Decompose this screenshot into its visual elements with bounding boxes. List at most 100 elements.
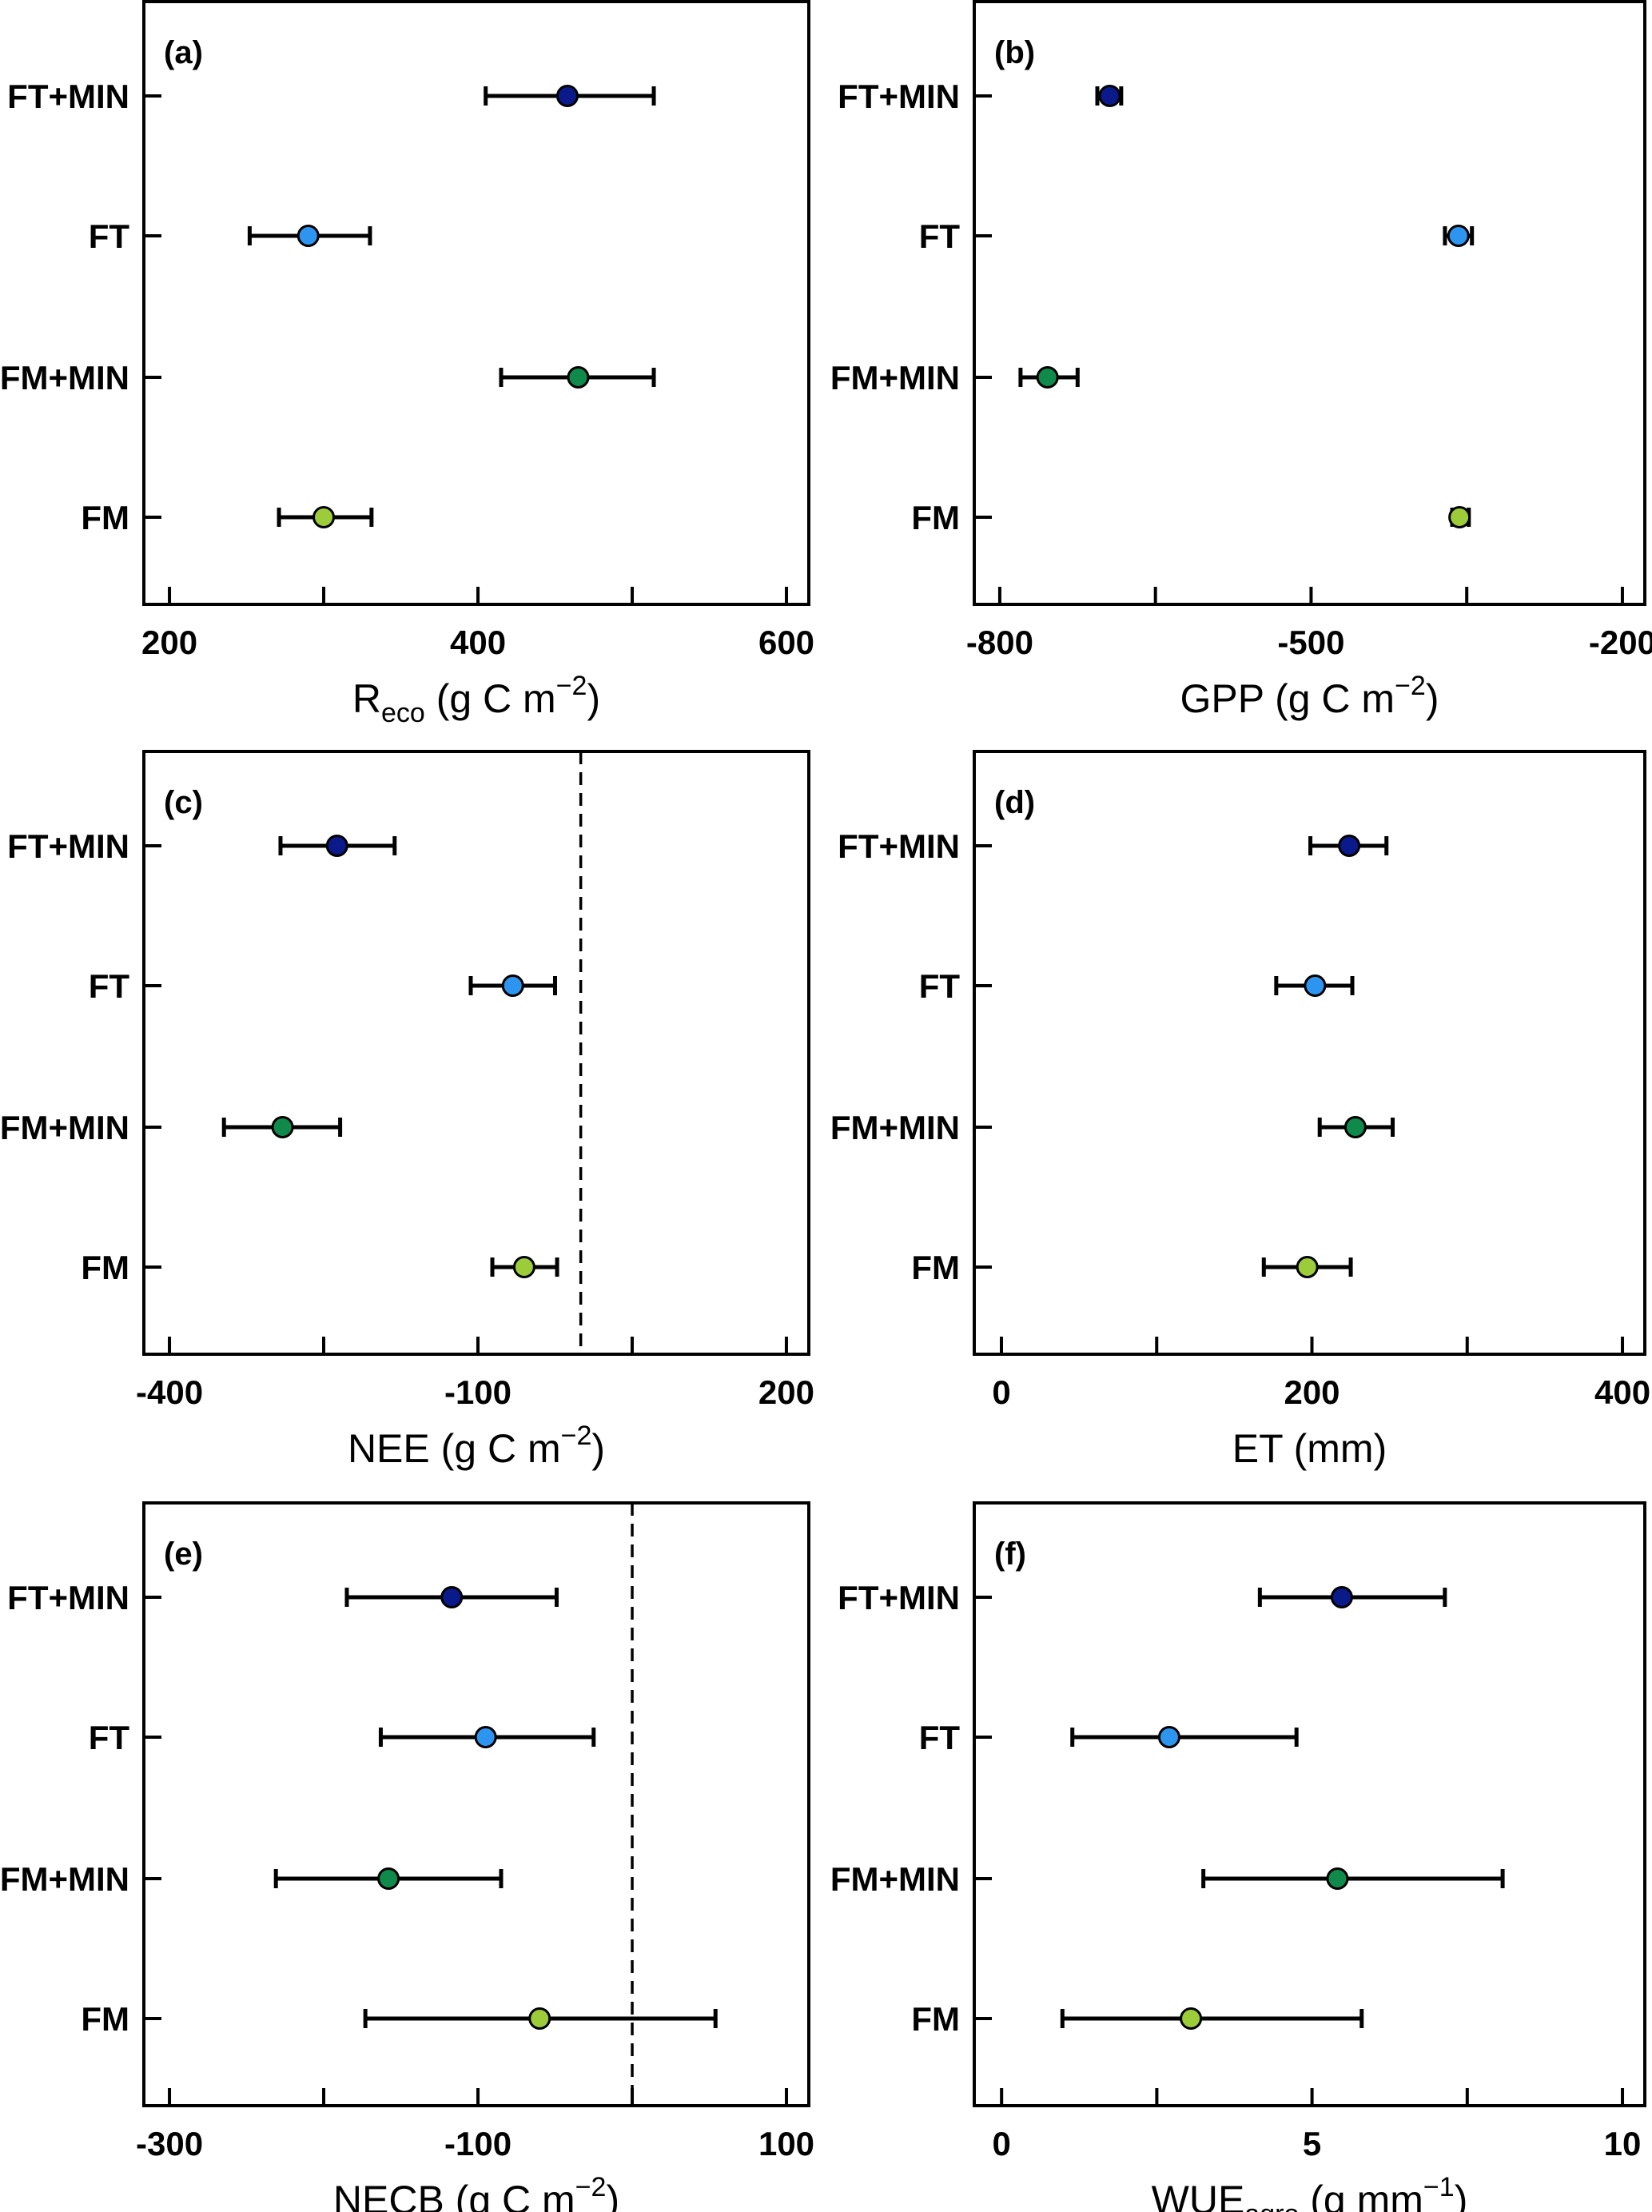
data-point-ft [474,1726,497,1748]
x-axis-label-part: agro [1244,2199,1299,2212]
y-tick-label: FM [81,499,129,536]
x-tick-label: -500 [1277,624,1344,661]
x-tick-label: -400 [136,1373,203,1411]
y-tick-label: FM [911,2000,960,2038]
data-point-ft [1447,225,1470,247]
panel-label: (f) [994,1536,1026,1572]
data-point-fm-min [1326,1867,1349,1890]
x-tick-label: 400 [450,624,506,661]
panel-d: (d) 0 200 400 ET (mm) FT+MIN FT FM+MIN FM [830,750,1650,1471]
plot-frame [973,750,1646,1356]
panel-label: (c) [164,785,203,820]
x-tick-label: -200 [1589,624,1652,661]
x-axis-label-part: ) [606,2178,619,2212]
y-tick-label: FT [919,217,961,255]
x-axis-label-part: WUE [1152,2178,1245,2212]
x-tick-label: 200 [758,1373,814,1411]
y-tick-label: FM [911,499,960,536]
y-tick-label: FM+MIN [0,1860,129,1898]
panel-label: (e) [164,1536,203,1572]
data-point-ft-min [325,835,348,857]
y-tick-label: FM+MIN [0,359,129,397]
y-tick-label: FT+MIN [7,78,129,115]
data-point-fm [528,2007,551,2030]
data-point-fm-min [567,366,590,389]
x-axis-label: Reco (g C m−2) [352,671,600,728]
x-axis-label-part: eco [381,698,425,728]
x-tick-label: -800 [966,624,1033,661]
x-axis-label-part: NEE (g C m [348,1426,561,1471]
x-tick-label: 0 [993,2125,1011,2162]
panel-e: (e) -300 -100 100 NECB (g C m−2) FT+MIN FT FM+M… [0,1501,814,2212]
y-tick-label: FT+MIN [838,827,960,865]
plot-frame [973,0,1646,606]
x-axis-label-part: −1 [1423,2172,1455,2202]
y-tick-label: FT+MIN [7,1579,129,1616]
x-axis-label-part: ) [587,676,600,721]
x-axis-label: GPP (g C m−2) [1180,671,1439,721]
data-point-ft-min [440,1586,464,1608]
data-point-ft-min [1330,1586,1353,1608]
y-tick-label: FT [89,967,130,1005]
y-tick-label: FM [81,2000,129,2038]
x-tick-label: -100 [444,1373,512,1411]
y-tick-label: FT+MIN [7,827,129,865]
y-tick-label: FM+MIN [830,359,960,397]
x-axis-label-part: GPP (g C m [1180,676,1395,721]
x-tick-label: 600 [758,624,814,661]
x-axis-label: ET (mm) [1232,1426,1387,1471]
data-point-fm [512,1256,535,1278]
data-point-fm [312,506,336,528]
plot-frame [142,0,810,606]
plot-frame [142,1501,810,2107]
x-axis-label: NECB (g C m−2) [333,2172,619,2212]
y-tick-label: FM [911,1249,960,1286]
x-axis-label-part: ) [1426,676,1439,721]
data-point-ft [501,974,524,997]
data-point-ft-min [1338,835,1361,857]
plot-frame [142,750,810,1356]
y-tick-label: FT [89,217,130,255]
panel-a: (a) 200 400 600 Reco (g C m−2) FT+MIN FT FM+MIN… [0,0,814,728]
y-tick-label: FM+MIN [830,1109,960,1146]
panel-f: (f) 0 5 10 WUEagro (g mm−1) FT+MIN FT FM+MIN FM [830,1501,1646,2212]
x-tick-label: -100 [444,2125,512,2162]
y-tick-label: FM+MIN [830,1860,960,1898]
data-point-ft [1304,974,1327,997]
data-point-fm-min [271,1116,294,1138]
x-tick-label: 100 [758,2125,814,2162]
x-tick-label: 0 [992,1373,1010,1411]
x-axis-label-part: (g mm [1299,2178,1423,2212]
data-point-ft-min [555,85,579,107]
x-axis-label-part: (g C m [425,676,556,721]
x-axis-label-part: −2 [561,1421,592,1451]
panel-c: (c) -400 -100 200 NEE (g C m−2) FT+MIN FT FM+MI… [0,750,814,1471]
y-tick-label: FT+MIN [838,1579,960,1616]
panel-label: (a) [164,35,203,70]
data-point-fm-min [1343,1116,1367,1138]
data-point-fm [1180,2007,1203,2030]
y-tick-label: FT+MIN [838,78,960,115]
panel-label: (b) [994,35,1035,70]
data-point-fm-min [377,1867,400,1890]
data-point-fm [1296,1256,1319,1278]
x-axis-label: NEE (g C m−2) [348,1421,605,1471]
x-axis-label-part: −2 [556,671,587,701]
panel-label: (d) [994,785,1035,820]
x-axis-label-part: ) [1455,2178,1468,2212]
x-axis-label-part: R [352,676,381,721]
plot-frame [973,1501,1646,2107]
x-axis-label-part: −2 [575,2172,607,2202]
x-tick-label: 400 [1594,1373,1650,1411]
data-point-ft [1157,1726,1180,1748]
data-point-fm [1448,506,1471,528]
x-tick-label: 200 [1284,1373,1340,1411]
x-axis-label-part: −2 [1395,671,1426,701]
y-tick-label: FM+MIN [0,1109,129,1146]
panel-b: (b) -800 -500 -200 GPP (g C m−2) FT+MIN FT FM+M… [830,0,1652,721]
x-tick-label: -300 [136,2125,203,2162]
y-tick-label: FT [919,1719,961,1756]
x-axis-label-part: ) [591,1426,605,1471]
data-point-fm-min [1036,366,1059,389]
x-axis-label-part: ET (mm) [1232,1426,1387,1471]
